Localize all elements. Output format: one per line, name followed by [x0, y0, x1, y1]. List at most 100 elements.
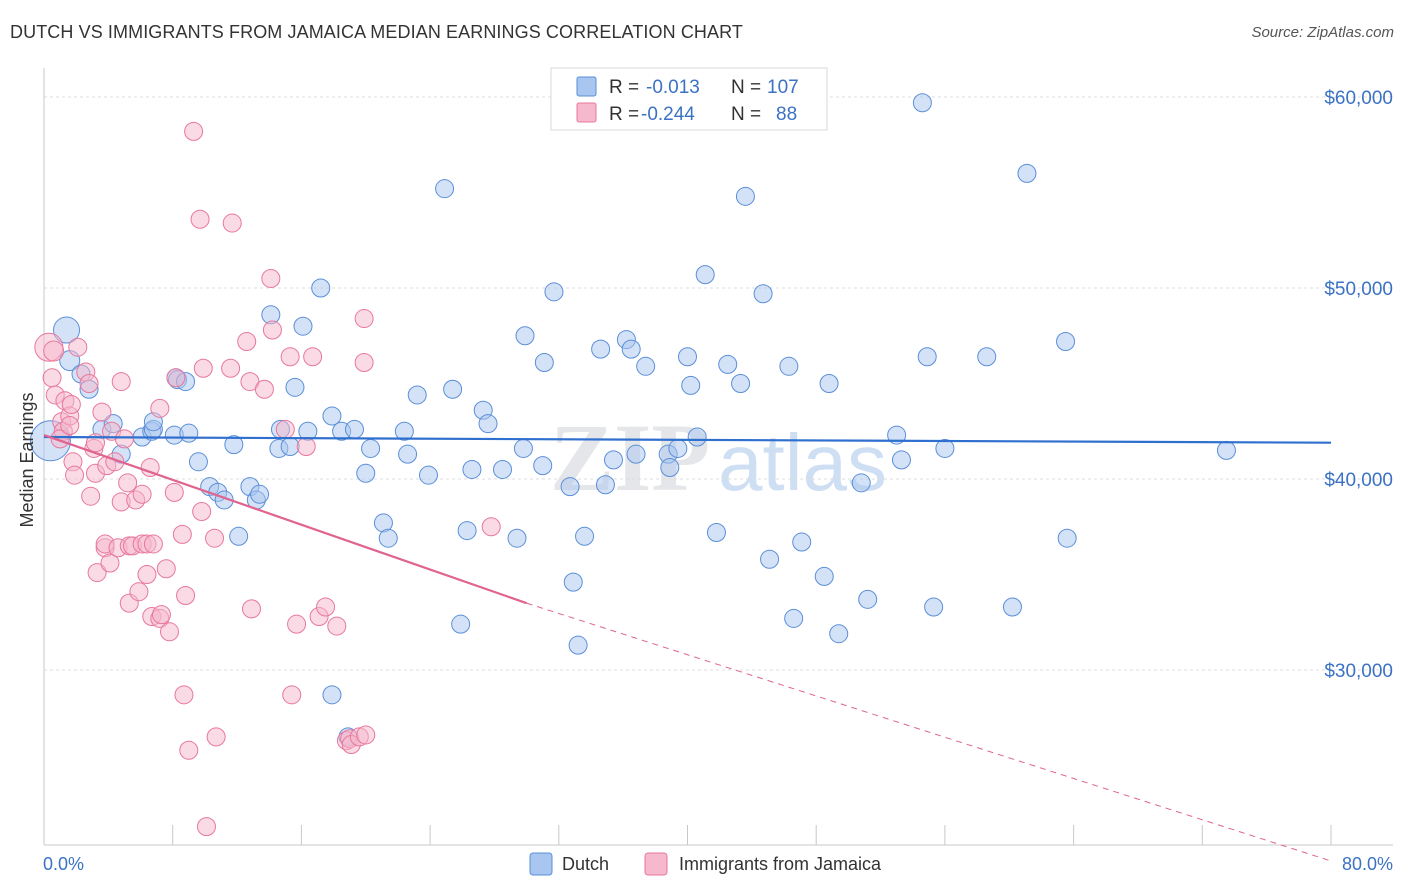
jamaica-point — [118, 473, 138, 493]
dutch-point — [829, 624, 849, 644]
jamaica-point — [60, 416, 80, 436]
dutch-point — [1216, 440, 1236, 460]
jamaica-point — [61, 395, 81, 415]
jamaica-point — [129, 582, 149, 602]
dutch-point — [361, 438, 381, 458]
dutch-point — [394, 421, 414, 441]
jamaica-n-label: N = — [731, 104, 761, 125]
dutch-point — [706, 522, 726, 542]
dutch-point — [668, 438, 688, 458]
jamaica-point — [81, 486, 101, 506]
jamaica-point — [206, 727, 226, 747]
jamaica-point — [237, 331, 257, 351]
jamaica-point — [166, 368, 186, 388]
jamaica-point — [79, 374, 99, 393]
dutch-point — [179, 423, 199, 443]
dutch-point — [753, 284, 773, 304]
dutch-n-label: N = — [731, 77, 761, 98]
jamaica-r-value: -0.244 — [641, 104, 695, 125]
dutch-point — [544, 282, 564, 302]
stats-legend-box — [550, 67, 828, 131]
dutch-point — [575, 526, 595, 546]
jamaica-point — [176, 586, 196, 606]
dutch-point — [1002, 597, 1022, 617]
dutch-point — [595, 475, 615, 495]
jamaica-point — [172, 524, 192, 544]
dutch-point — [293, 316, 313, 336]
dutch-point — [731, 374, 751, 393]
jamaica-point — [132, 484, 152, 504]
dutch-point — [660, 458, 680, 478]
dutch-point — [443, 379, 463, 399]
jamaica-point — [143, 534, 163, 554]
dutch-point — [917, 347, 937, 367]
jamaica-point — [111, 372, 131, 392]
dutch-point — [533, 456, 553, 476]
dutch-swatch — [576, 76, 597, 97]
jamaica-point — [222, 213, 242, 233]
dutch-point — [407, 385, 427, 405]
dutch-point — [792, 532, 812, 552]
dutch-point — [819, 374, 839, 393]
dutch-point — [887, 425, 907, 445]
jamaica-point — [92, 402, 112, 422]
jamaica-point — [174, 685, 194, 705]
dutch-point — [851, 473, 871, 493]
dutch-point — [779, 356, 799, 376]
dutch-point — [636, 356, 656, 376]
jamaica-point — [262, 320, 282, 340]
dutch-point — [760, 549, 780, 569]
jamaica-point — [296, 437, 316, 457]
dutch-point — [229, 526, 249, 546]
y-tick-labels: $30,000 $40,000 $50,000 $60,000 — [1324, 88, 1393, 682]
dutch-point — [344, 419, 364, 439]
watermark: ZIP atlas — [550, 404, 887, 511]
dutch-point — [784, 608, 804, 628]
jamaica-swatch — [576, 102, 597, 123]
dutch-point — [1057, 528, 1077, 548]
jamaica-point — [151, 605, 171, 625]
dutch-trend-line — [43, 435, 1332, 444]
jamaica-point — [242, 599, 262, 619]
dutch-point — [1056, 331, 1076, 351]
jamaica-point — [327, 616, 347, 636]
dutch-point — [977, 347, 997, 367]
jamaica-points — [34, 121, 501, 837]
dutch-point — [53, 316, 81, 344]
trend-lines — [43, 434, 1332, 862]
watermark-atlas: atlas — [718, 418, 887, 507]
dutch-n-value: 107 — [767, 77, 799, 98]
jamaica-point — [114, 429, 134, 449]
jamaica-point — [65, 465, 85, 485]
dutch-point — [718, 354, 738, 374]
dutch-point — [621, 339, 641, 359]
dutch-point — [398, 444, 418, 464]
dutch-point — [924, 597, 944, 617]
jamaica-point — [42, 368, 62, 388]
jamaica-point — [140, 458, 160, 478]
dutch-point — [285, 377, 305, 397]
jamaica-point — [159, 622, 179, 642]
jamaica-point — [156, 559, 176, 579]
legend-dutch-swatch — [529, 852, 553, 876]
jamaica-trend-extension — [526, 602, 1332, 862]
jamaica-point — [356, 725, 376, 745]
jamaica-n-value: 88 — [776, 104, 797, 125]
jamaica-point — [261, 268, 281, 288]
dutch-point — [735, 186, 755, 206]
dutch-point — [935, 438, 955, 458]
dutch-point — [563, 572, 583, 592]
jamaica-point — [68, 337, 88, 357]
jamaica-point — [137, 565, 157, 584]
jamaica-point — [205, 528, 225, 548]
dutch-point — [478, 414, 498, 434]
dutch-point — [451, 614, 471, 634]
dutch-point — [560, 477, 580, 497]
jamaica-point — [192, 501, 212, 521]
x-tick-label-min: 0.0% — [43, 854, 84, 874]
dutch-points — [29, 93, 1236, 747]
dutch-r-label: R = — [609, 77, 639, 98]
dutch-point — [678, 347, 697, 367]
jamaica-point — [190, 209, 210, 229]
